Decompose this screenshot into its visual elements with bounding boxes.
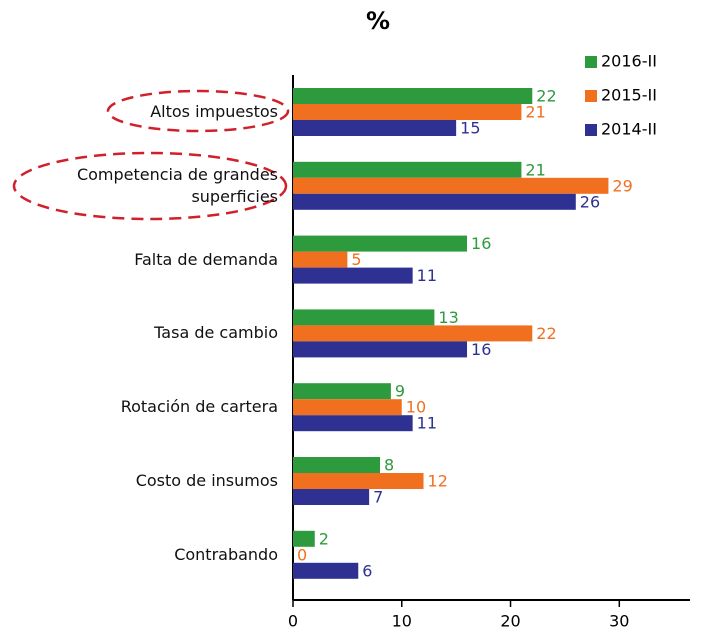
bar	[293, 473, 424, 489]
bar	[293, 489, 370, 505]
value-label: 26	[580, 192, 600, 211]
bar	[293, 562, 359, 579]
value-label: 5	[351, 250, 361, 269]
bar	[293, 267, 413, 284]
legend-swatch	[585, 90, 597, 102]
value-label: 29	[612, 176, 632, 195]
x-tick-label: 0	[288, 612, 298, 631]
legend-label: 2016-II	[601, 52, 657, 71]
value-label: 15	[460, 119, 480, 138]
highlight-ellipse	[12, 151, 288, 221]
bar	[293, 120, 457, 136]
value-label: 2	[319, 529, 329, 548]
bar	[293, 415, 413, 432]
legend-label: 2015-II	[601, 86, 657, 105]
value-label: 16	[471, 234, 491, 253]
x-tick-label: 10	[392, 612, 412, 631]
bar	[293, 341, 468, 358]
value-label: 9	[395, 382, 405, 401]
bar	[293, 177, 609, 194]
bar	[293, 325, 533, 342]
legend-swatch	[585, 56, 597, 68]
x-tick-label: 30	[609, 612, 629, 631]
legend-swatch	[585, 124, 597, 136]
x-tick-label: 20	[500, 612, 520, 631]
bar	[293, 161, 522, 178]
value-label: 11	[417, 266, 437, 285]
bar	[293, 530, 315, 547]
value-label: 8	[384, 456, 394, 475]
value-label: 12	[428, 472, 448, 491]
bar	[293, 193, 576, 210]
bar	[293, 88, 533, 104]
y-tick-label: Altos impuestos	[150, 102, 278, 121]
bar	[293, 399, 402, 416]
value-label: 16	[471, 340, 491, 359]
value-label: 6	[362, 561, 372, 580]
bar	[293, 457, 381, 473]
y-tick-label: Tasa de cambio	[154, 323, 278, 343]
value-label: 22	[536, 87, 556, 106]
chart-title: %	[366, 7, 390, 35]
value-label: 13	[438, 308, 458, 327]
value-label: 7	[373, 488, 383, 507]
y-tick-label: Competencia de grandes superficies	[76, 164, 278, 206]
y-tick-label: Contrabando	[174, 544, 278, 564]
value-label: 10	[406, 398, 426, 417]
value-label: 0	[297, 545, 307, 564]
bar	[293, 251, 348, 268]
bar	[293, 104, 522, 120]
bar	[293, 309, 435, 326]
y-tick-label: Costo de insumos	[135, 471, 278, 490]
value-label: 21	[525, 160, 545, 179]
y-tick-label: Falta de demanda	[134, 249, 278, 269]
value-label: 21	[525, 103, 545, 122]
value-label: 11	[417, 414, 437, 433]
bar	[293, 383, 391, 400]
highlight-ellipse	[106, 89, 290, 133]
y-tick-label: Rotación de cartera	[120, 397, 278, 417]
legend-label: 2014-II	[601, 120, 657, 139]
value-label: 22	[536, 324, 556, 343]
bar	[293, 235, 468, 252]
